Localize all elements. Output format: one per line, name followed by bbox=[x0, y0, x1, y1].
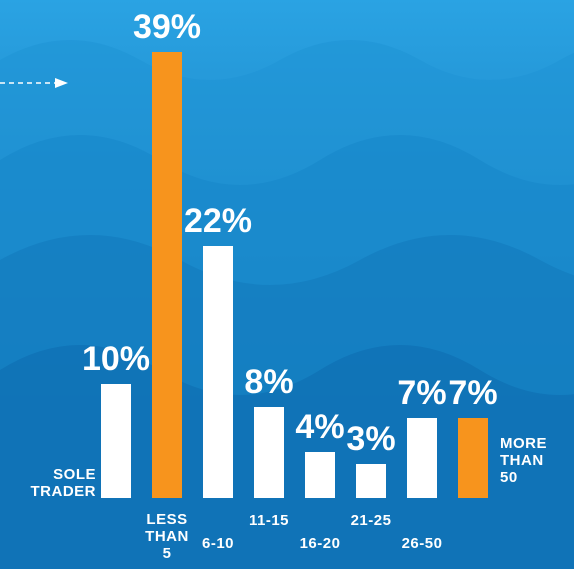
bar bbox=[101, 383, 131, 498]
bar bbox=[407, 417, 437, 498]
value-label: 10% bbox=[81, 339, 151, 378]
value-label: 7% bbox=[397, 373, 447, 412]
category-label: SOLE TRADER bbox=[30, 466, 96, 500]
category-label: 11-15 bbox=[248, 512, 290, 529]
category-label: MORE THAN 50 bbox=[500, 435, 547, 486]
value-label: 8% bbox=[244, 362, 294, 401]
category-label: LESS THAN 5 bbox=[145, 511, 189, 562]
bar bbox=[305, 452, 335, 498]
bar bbox=[458, 417, 488, 498]
arrow-head bbox=[55, 78, 68, 88]
value-label: 4% bbox=[295, 408, 345, 447]
category-label: 16-20 bbox=[299, 535, 341, 552]
value-label: 22% bbox=[183, 202, 253, 241]
bar bbox=[254, 406, 284, 498]
category-label: 26-50 bbox=[401, 535, 443, 552]
category-label: 6-10 bbox=[201, 535, 235, 552]
bar bbox=[152, 52, 182, 498]
value-label: 3% bbox=[346, 419, 396, 458]
category-label: 21-25 bbox=[350, 512, 392, 529]
bar bbox=[356, 463, 386, 498]
bar bbox=[203, 246, 233, 498]
value-label: 39% bbox=[132, 8, 202, 46]
value-label: 7% bbox=[448, 373, 498, 412]
